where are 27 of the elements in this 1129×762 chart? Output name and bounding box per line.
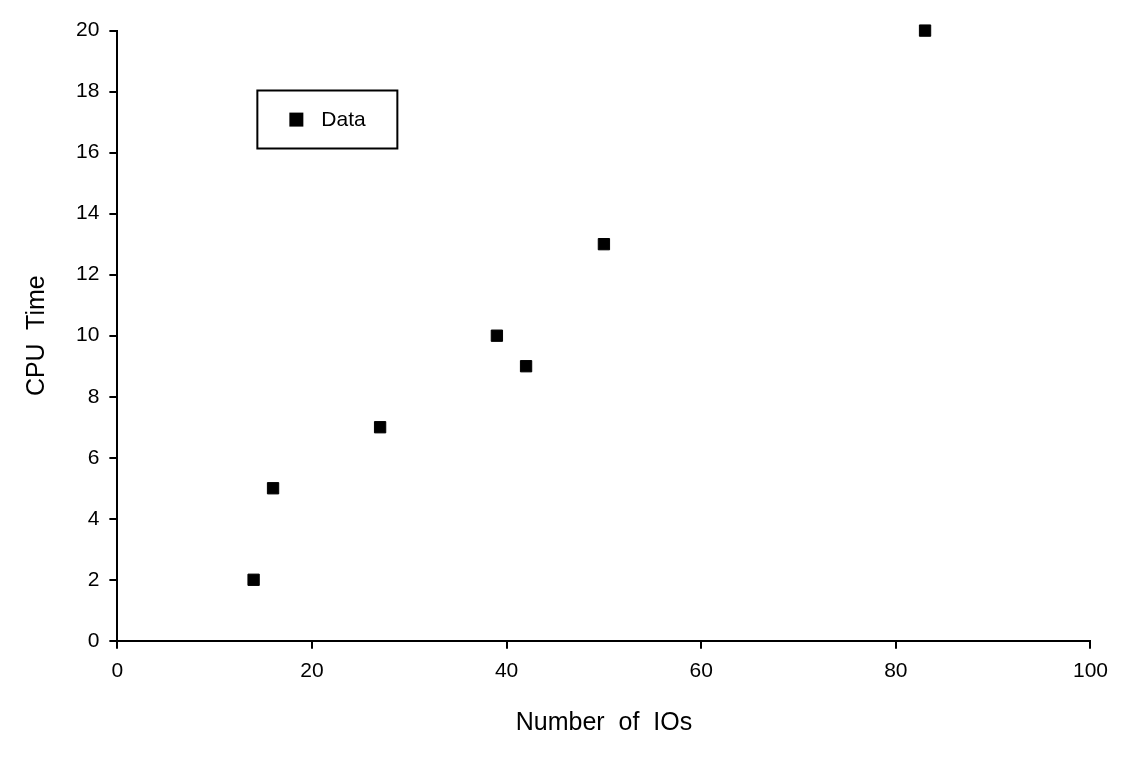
point: [247, 573, 260, 586]
point: [519, 360, 533, 373]
x-tick-label: 80: [884, 658, 908, 682]
point: [373, 421, 387, 434]
y-tick-label: 2: [87, 566, 100, 590]
y-tick-label: 6: [87, 444, 100, 468]
y-axis-title: CPU Time: [20, 275, 49, 397]
y-tick-label: 10: [76, 322, 100, 346]
point: [597, 238, 611, 251]
y-tick-label: 16: [76, 139, 100, 163]
y-tick-label: 8: [87, 383, 100, 407]
point: [266, 482, 280, 495]
y-tick-label: 20: [76, 17, 100, 41]
x-tick-label: 20: [300, 658, 324, 682]
x-axis-title: Number of IOs: [515, 706, 693, 735]
legend-label: Data: [321, 107, 367, 131]
x-tick-label: 60: [689, 658, 713, 682]
point: [490, 329, 504, 342]
x-tick-label: 0: [111, 658, 124, 682]
y-tick-label: 14: [76, 200, 100, 224]
y-tick-label: 12: [76, 261, 100, 285]
y-tick-label: 0: [87, 627, 100, 651]
x-tick-label: 100: [1072, 658, 1108, 682]
x-tick-label: 40: [494, 658, 519, 682]
point: [918, 24, 932, 37]
y-tick-label: 18: [76, 78, 100, 102]
y-tick-label: 4: [87, 505, 100, 529]
